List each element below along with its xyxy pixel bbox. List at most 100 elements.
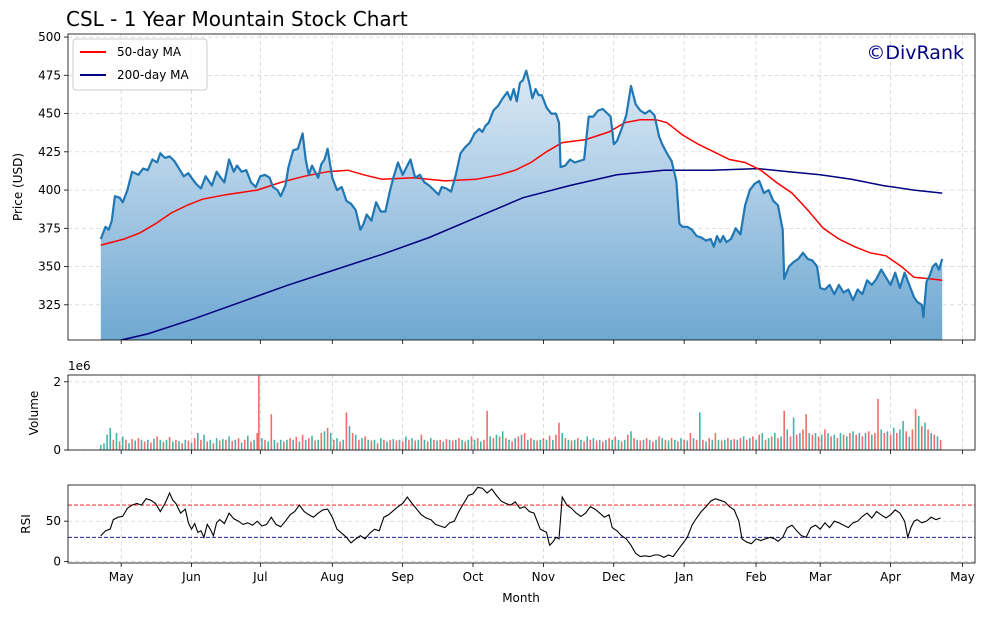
volume-bar (871, 434, 873, 450)
price-ylabel: Price (USD) (11, 153, 25, 221)
volume-bar (109, 427, 111, 450)
volume-bar (924, 422, 926, 450)
volume-bar (930, 433, 932, 450)
volume-bar (602, 441, 604, 450)
x-tick-label: Jul (252, 570, 267, 584)
volume-bar (889, 434, 892, 450)
volume-bar (927, 429, 929, 450)
volume-bar (150, 442, 152, 450)
volume-bar (115, 433, 118, 450)
volume-bar (896, 433, 898, 450)
x-tick-label: Nov (532, 570, 555, 584)
volume-bar (933, 434, 936, 450)
volume-bar (820, 434, 823, 450)
volume-bar (197, 433, 199, 450)
volume-bar (175, 439, 177, 450)
volume-bar (877, 398, 879, 450)
volume-bar (836, 438, 839, 450)
volume-bar (190, 442, 193, 450)
volume-bar (225, 439, 227, 450)
volume-frame (67, 374, 976, 451)
volume-bar (558, 422, 560, 450)
price-area-fill (100, 70, 943, 340)
volume-bar (200, 439, 202, 450)
volume-bar (639, 440, 642, 450)
volume-bar (168, 437, 171, 450)
volume-bar (689, 433, 692, 450)
volume-bar (401, 441, 404, 450)
volume-bar (473, 439, 476, 450)
volume-bar (256, 433, 258, 450)
volume-bar (795, 434, 798, 450)
volume-bar (717, 439, 720, 450)
volume-bar (730, 439, 732, 450)
volume-bar (861, 436, 864, 450)
volume-bar (936, 436, 939, 450)
volume-bar (792, 417, 795, 450)
volume-bar (783, 410, 785, 450)
volume-bar (595, 440, 598, 450)
volume-bar (498, 436, 501, 450)
volume-bar (939, 439, 942, 450)
volume-bar (605, 439, 607, 450)
volume-bar (830, 436, 832, 450)
volume-bar (143, 441, 146, 450)
volume-x-ticks (120, 450, 963, 454)
volume-bar (156, 436, 158, 450)
volume-bar (165, 439, 168, 450)
volume-bar (128, 443, 130, 450)
volume-bar (237, 438, 240, 450)
volume-bar (674, 439, 676, 450)
volume-bar (530, 438, 532, 450)
price-panel: 325 350 375 400 425 450 475 500 Price (USD) ©Di… (11, 30, 976, 344)
volume-bar (209, 439, 212, 450)
volume-bar (892, 427, 895, 450)
volume-bar (267, 441, 269, 450)
volume-bar (902, 421, 904, 450)
volume-bar (886, 431, 889, 450)
volume-bar (564, 438, 567, 450)
volume-bar (286, 439, 288, 450)
volume-bar (824, 429, 826, 450)
y-tick-label: 350 (38, 260, 61, 274)
y-tick-label: 475 (38, 68, 61, 82)
volume-bar (292, 439, 294, 450)
volume-panel: 02 1e6 Volume (27, 359, 976, 457)
volume-bar (279, 439, 282, 450)
legend-label-ma200: 200-day MA (117, 68, 189, 82)
x-tick-label: Dec (602, 570, 625, 584)
volume-bar (131, 439, 133, 450)
volume-bar (664, 439, 667, 450)
volume-bar (770, 436, 773, 450)
volume-bar (552, 439, 554, 450)
volume-bar (112, 439, 115, 450)
volume-bar (764, 439, 767, 450)
volume-bar (106, 434, 108, 450)
volume-bar (561, 433, 563, 450)
volume-bar (786, 429, 789, 450)
volume-bar (505, 438, 507, 450)
y-tick-label: 425 (38, 145, 61, 159)
volume-bar (914, 409, 917, 450)
volume-bar (883, 433, 886, 450)
volume-bar (476, 438, 479, 450)
volume-bar (592, 438, 595, 450)
volume-bar (852, 431, 854, 450)
rsi-line (100, 486, 941, 559)
volume-bar (329, 433, 332, 450)
volume-bar (486, 410, 488, 450)
volume-bar (899, 429, 901, 450)
volume-bar (533, 439, 535, 450)
volume-bar (395, 440, 398, 450)
volume-bar (250, 441, 252, 450)
volume-bar (140, 439, 143, 450)
volume-bar (386, 441, 388, 450)
volume-bar (789, 436, 792, 450)
volume-bar (586, 436, 588, 450)
volume-bar (383, 439, 385, 450)
volume-bar (617, 439, 620, 450)
volume-bar (808, 433, 810, 450)
volume-scale-label: 1e6 (68, 359, 91, 373)
volume-bar (289, 438, 291, 450)
volume-bar (555, 434, 557, 450)
